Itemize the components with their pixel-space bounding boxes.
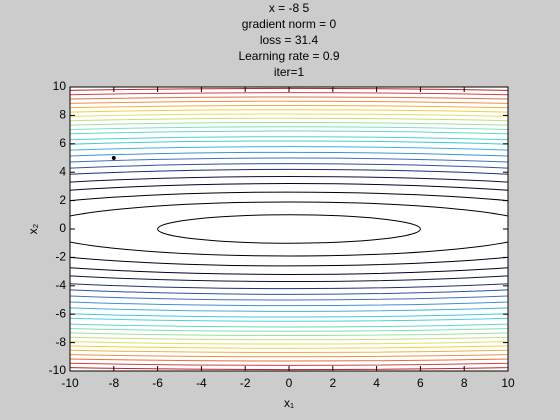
contour-line bbox=[70, 191, 508, 267]
contour-line bbox=[70, 146, 508, 312]
contour-line bbox=[70, 183, 508, 275]
contour-line bbox=[70, 130, 508, 328]
contour-line bbox=[70, 201, 508, 257]
contour-line bbox=[70, 122, 508, 336]
chart-title: iter=1 bbox=[274, 65, 305, 79]
plot-area bbox=[70, 87, 508, 371]
x-tick-label: -4 bbox=[196, 376, 207, 390]
x-tick-label: 8 bbox=[461, 376, 468, 390]
chart-title: loss = 31.4 bbox=[260, 33, 319, 47]
y-tick-label: -6 bbox=[55, 306, 66, 320]
contour-line bbox=[70, 96, 508, 362]
contour-line bbox=[70, 113, 508, 345]
y-tick-label: -10 bbox=[49, 363, 67, 377]
contour-line bbox=[70, 157, 508, 301]
contour-line bbox=[70, 140, 508, 318]
x-tick-label: 0 bbox=[286, 376, 293, 390]
x-tick-label: 4 bbox=[373, 376, 380, 390]
contour-line bbox=[70, 104, 508, 354]
contour-line bbox=[70, 136, 508, 322]
y-tick-label: 8 bbox=[59, 108, 66, 122]
contour-line bbox=[70, 117, 508, 341]
y-tick-label: -8 bbox=[55, 335, 66, 349]
y-axis-label: x₂ bbox=[26, 223, 40, 234]
contour-line bbox=[70, 151, 508, 307]
contour-group bbox=[70, 87, 508, 371]
chart-title: gradient norm = 0 bbox=[242, 17, 337, 31]
contour-line bbox=[70, 126, 508, 332]
y-tick-label: 2 bbox=[59, 193, 66, 207]
x-tick-label: -10 bbox=[61, 376, 79, 390]
contour-line bbox=[70, 175, 508, 283]
x-tick-label: 6 bbox=[417, 376, 424, 390]
x-axis-label: x₁ bbox=[284, 396, 294, 410]
y-tick-label: 10 bbox=[53, 79, 67, 93]
y-tick-label: 6 bbox=[59, 136, 66, 150]
contour-line bbox=[70, 92, 508, 366]
x-tick-label: -8 bbox=[108, 376, 119, 390]
contour-line bbox=[70, 109, 508, 349]
y-tick-label: 4 bbox=[59, 164, 66, 178]
chart-title: Learning rate = 0.9 bbox=[238, 49, 339, 63]
chart-title: x = -8 5 bbox=[269, 1, 310, 15]
x-tick-label: 2 bbox=[329, 376, 336, 390]
x-tick-label: -6 bbox=[152, 376, 163, 390]
current-point bbox=[111, 156, 116, 160]
x-tick-label: -2 bbox=[240, 376, 251, 390]
y-tick-label: -4 bbox=[55, 278, 66, 292]
contour-line bbox=[70, 168, 508, 290]
contour-line bbox=[70, 100, 508, 358]
x-tick-label: 10 bbox=[501, 376, 515, 390]
y-tick-label: -2 bbox=[55, 250, 66, 264]
contour-line bbox=[70, 163, 508, 295]
y-tick-label: 0 bbox=[59, 221, 66, 235]
contour-line bbox=[157, 214, 421, 244]
